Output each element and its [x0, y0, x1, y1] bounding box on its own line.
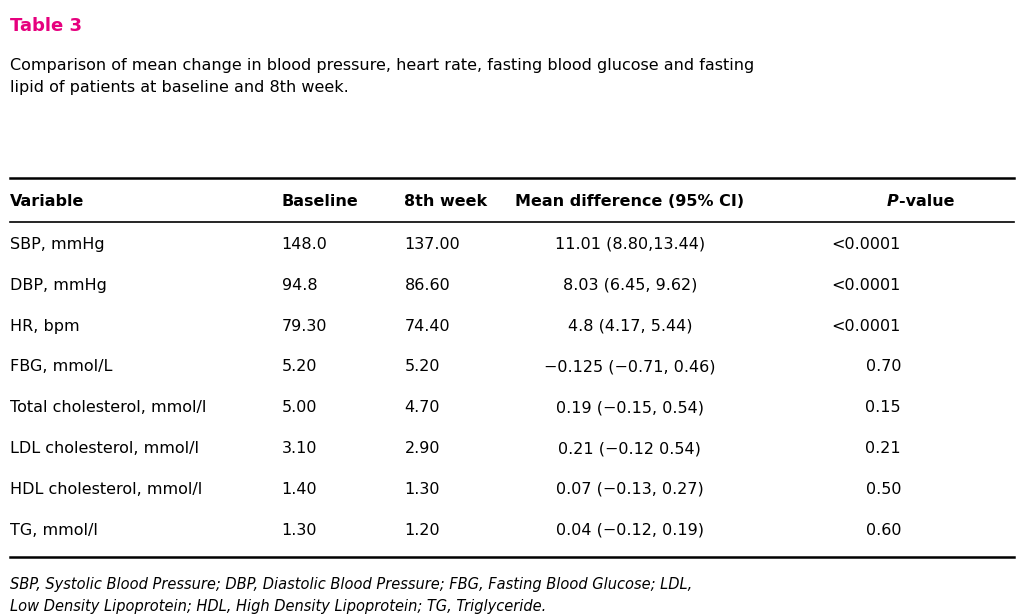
- Text: Comparison of mean change in blood pressure, heart rate, fasting blood glucose a: Comparison of mean change in blood press…: [10, 58, 755, 95]
- Text: HDL cholesterol, mmol/l: HDL cholesterol, mmol/l: [10, 482, 203, 497]
- Text: Baseline: Baseline: [282, 194, 358, 209]
- Text: 74.40: 74.40: [404, 319, 451, 333]
- Text: 8th week: 8th week: [404, 194, 487, 209]
- Text: SBP, Systolic Blood Pressure; DBP, Diastolic Blood Pressure; FBG, Fasting Blood : SBP, Systolic Blood Pressure; DBP, Diast…: [10, 577, 692, 614]
- Text: 5.20: 5.20: [404, 359, 440, 375]
- Text: 0.19 (−0.15, 0.54): 0.19 (−0.15, 0.54): [556, 400, 703, 415]
- Text: <0.0001: <0.0001: [831, 278, 901, 293]
- Text: 0.15: 0.15: [865, 400, 901, 415]
- Text: 79.30: 79.30: [282, 319, 327, 333]
- Text: 1.20: 1.20: [404, 523, 440, 538]
- Text: 5.20: 5.20: [282, 359, 317, 375]
- Text: 1.30: 1.30: [282, 523, 317, 538]
- Text: 0.70: 0.70: [865, 359, 901, 375]
- Text: 4.8 (4.17, 5.44): 4.8 (4.17, 5.44): [567, 319, 692, 333]
- Text: SBP, mmHg: SBP, mmHg: [10, 237, 104, 252]
- Text: Variable: Variable: [10, 194, 85, 209]
- Text: ​-value: ​-value: [899, 194, 954, 209]
- Text: 0.21 (−0.12 0.54): 0.21 (−0.12 0.54): [558, 441, 701, 456]
- Text: ​P: ​P: [888, 194, 899, 209]
- Text: <0.0001: <0.0001: [831, 237, 901, 252]
- Text: 8.03 (6.45, 9.62): 8.03 (6.45, 9.62): [562, 278, 697, 293]
- Text: 0.50: 0.50: [865, 482, 901, 497]
- Text: 0.04 (−0.12, 0.19): 0.04 (−0.12, 0.19): [556, 523, 703, 538]
- Text: HR, bpm: HR, bpm: [10, 319, 80, 333]
- Text: −0.125 (−0.71, 0.46): −0.125 (−0.71, 0.46): [544, 359, 716, 375]
- Text: 94.8: 94.8: [282, 278, 317, 293]
- Text: FBG, mmol/L: FBG, mmol/L: [10, 359, 113, 375]
- Text: 3.10: 3.10: [282, 441, 317, 456]
- Text: DBP, mmHg: DBP, mmHg: [10, 278, 108, 293]
- Text: 0.07 (−0.13, 0.27): 0.07 (−0.13, 0.27): [556, 482, 703, 497]
- Text: 1.40: 1.40: [282, 482, 317, 497]
- Text: <0.0001: <0.0001: [831, 319, 901, 333]
- Text: 2.90: 2.90: [404, 441, 440, 456]
- Text: TG, mmol/l: TG, mmol/l: [10, 523, 98, 538]
- Text: LDL cholesterol, mmol/l: LDL cholesterol, mmol/l: [10, 441, 200, 456]
- Text: Mean difference (95% CI): Mean difference (95% CI): [515, 194, 744, 209]
- Text: 137.00: 137.00: [404, 237, 460, 252]
- Text: 1.30: 1.30: [404, 482, 440, 497]
- Text: Table 3: Table 3: [10, 17, 82, 35]
- Text: 86.60: 86.60: [404, 278, 451, 293]
- Text: 4.70: 4.70: [404, 400, 440, 415]
- Text: 0.21: 0.21: [865, 441, 901, 456]
- Text: 148.0: 148.0: [282, 237, 328, 252]
- Text: 0.60: 0.60: [865, 523, 901, 538]
- Text: 11.01 (8.80,13.44): 11.01 (8.80,13.44): [555, 237, 705, 252]
- Text: 5.00: 5.00: [282, 400, 317, 415]
- Text: Total cholesterol, mmol/l: Total cholesterol, mmol/l: [10, 400, 207, 415]
